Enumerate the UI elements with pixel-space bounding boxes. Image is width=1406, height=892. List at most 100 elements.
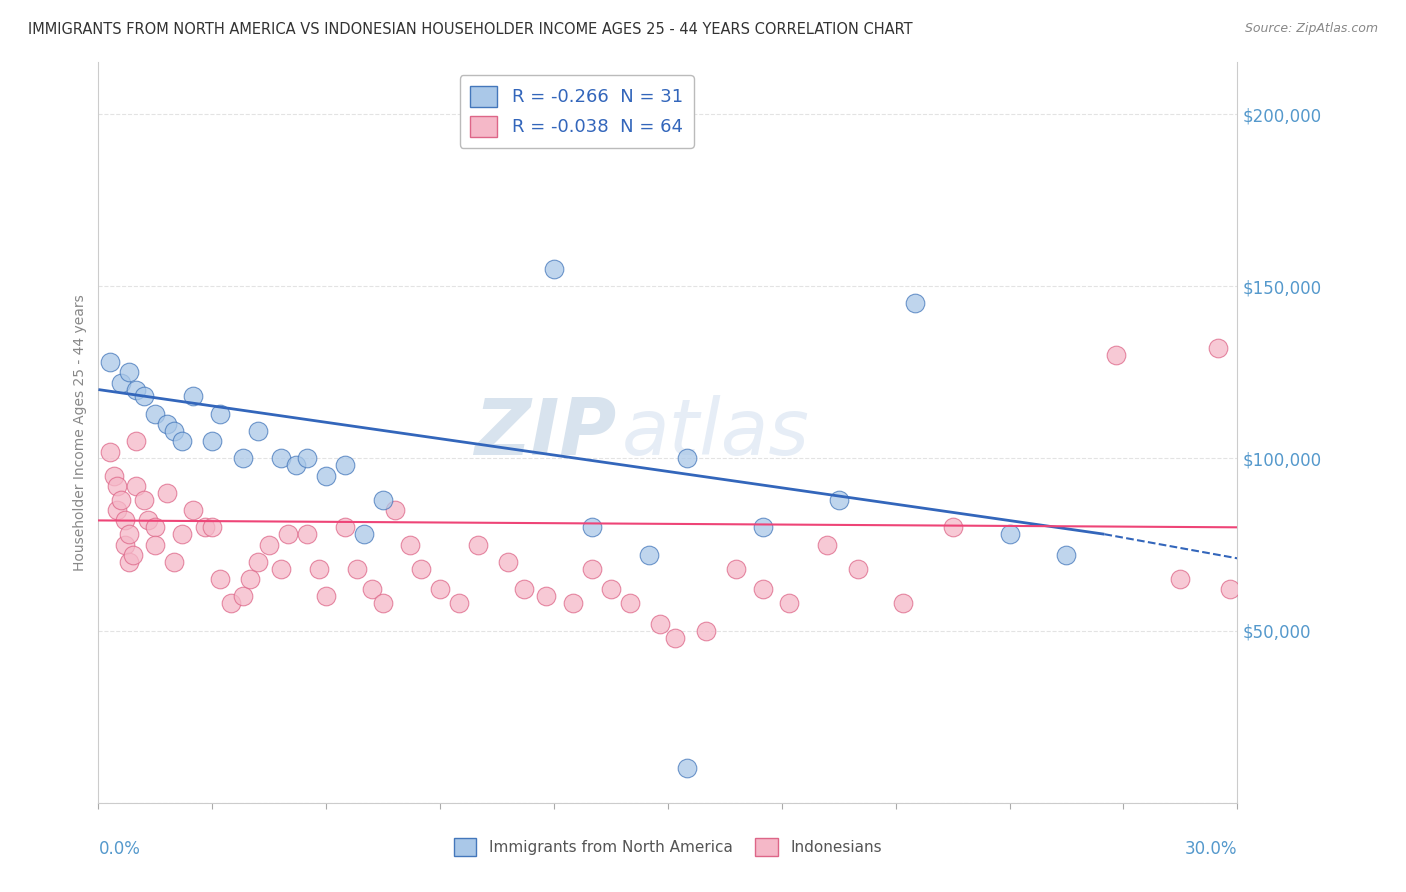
Point	[619, 596, 641, 610]
Point	[664, 631, 686, 645]
Point	[232, 451, 254, 466]
Point	[125, 434, 148, 449]
Point	[815, 537, 838, 551]
Point	[183, 503, 205, 517]
Text: Source: ZipAtlas.com: Source: ZipAtlas.com	[1244, 22, 1378, 36]
Point	[1056, 548, 1078, 562]
Point	[145, 407, 167, 421]
Point	[145, 537, 167, 551]
Point	[232, 589, 254, 603]
Point	[371, 492, 394, 507]
Point	[246, 555, 269, 569]
Point	[132, 492, 155, 507]
Point	[315, 589, 337, 603]
Point	[676, 451, 699, 466]
Point	[752, 520, 775, 534]
Point	[183, 389, 205, 403]
Point	[638, 548, 661, 562]
Point	[239, 572, 262, 586]
Legend: Immigrants from North America, Indonesians: Immigrants from North America, Indonesia…	[447, 832, 889, 862]
Point	[208, 407, 231, 421]
Point	[118, 365, 141, 379]
Point	[125, 479, 148, 493]
Point	[110, 492, 132, 507]
Point	[828, 492, 851, 507]
Point	[103, 468, 125, 483]
Point	[581, 561, 603, 575]
Point	[942, 520, 965, 534]
Point	[891, 596, 914, 610]
Point	[114, 537, 136, 551]
Point	[562, 596, 585, 610]
Point	[201, 520, 224, 534]
Point	[259, 537, 281, 551]
Point	[156, 417, 179, 431]
Text: ZIP: ZIP	[474, 394, 617, 471]
Point	[725, 561, 748, 575]
Point	[121, 548, 143, 562]
Point	[98, 355, 121, 369]
Point	[201, 434, 224, 449]
Point	[315, 468, 337, 483]
Point	[1208, 341, 1230, 355]
Point	[536, 589, 558, 603]
Point	[270, 451, 292, 466]
Text: IMMIGRANTS FROM NORTH AMERICA VS INDONESIAN HOUSEHOLDER INCOME AGES 25 - 44 YEAR: IMMIGRANTS FROM NORTH AMERICA VS INDONES…	[28, 22, 912, 37]
Point	[156, 486, 179, 500]
Point	[125, 383, 148, 397]
Y-axis label: Householder Income Ages 25 - 44 years: Householder Income Ages 25 - 44 years	[73, 294, 87, 571]
Point	[360, 582, 382, 597]
Point	[335, 520, 357, 534]
Point	[346, 561, 368, 575]
Point	[650, 616, 672, 631]
Point	[581, 520, 603, 534]
Point	[904, 296, 927, 310]
Point	[429, 582, 451, 597]
Point	[284, 458, 307, 473]
Text: atlas: atlas	[623, 394, 810, 471]
Point	[1105, 348, 1128, 362]
Point	[221, 596, 243, 610]
Text: 30.0%: 30.0%	[1185, 840, 1237, 858]
Point	[600, 582, 623, 597]
Point	[110, 376, 132, 390]
Point	[132, 389, 155, 403]
Point	[297, 527, 319, 541]
Point	[695, 624, 717, 638]
Point	[998, 527, 1021, 541]
Point	[676, 761, 699, 775]
Text: 0.0%: 0.0%	[98, 840, 141, 858]
Point	[170, 527, 193, 541]
Point	[308, 561, 330, 575]
Point	[512, 582, 534, 597]
Point	[335, 458, 357, 473]
Point	[498, 555, 520, 569]
Point	[270, 561, 292, 575]
Point	[98, 444, 121, 458]
Point	[467, 537, 489, 551]
Point	[297, 451, 319, 466]
Point	[114, 513, 136, 527]
Point	[118, 527, 141, 541]
Point	[246, 424, 269, 438]
Point	[277, 527, 299, 541]
Point	[145, 520, 167, 534]
Point	[118, 555, 141, 569]
Point	[208, 572, 231, 586]
Point	[194, 520, 217, 534]
Point	[163, 555, 186, 569]
Point	[543, 262, 565, 277]
Point	[1170, 572, 1192, 586]
Point	[778, 596, 800, 610]
Point	[371, 596, 394, 610]
Point	[1219, 582, 1241, 597]
Point	[449, 596, 471, 610]
Point	[384, 503, 406, 517]
Point	[107, 503, 129, 517]
Point	[411, 561, 433, 575]
Point	[353, 527, 375, 541]
Point	[170, 434, 193, 449]
Point	[398, 537, 420, 551]
Point	[163, 424, 186, 438]
Point	[107, 479, 129, 493]
